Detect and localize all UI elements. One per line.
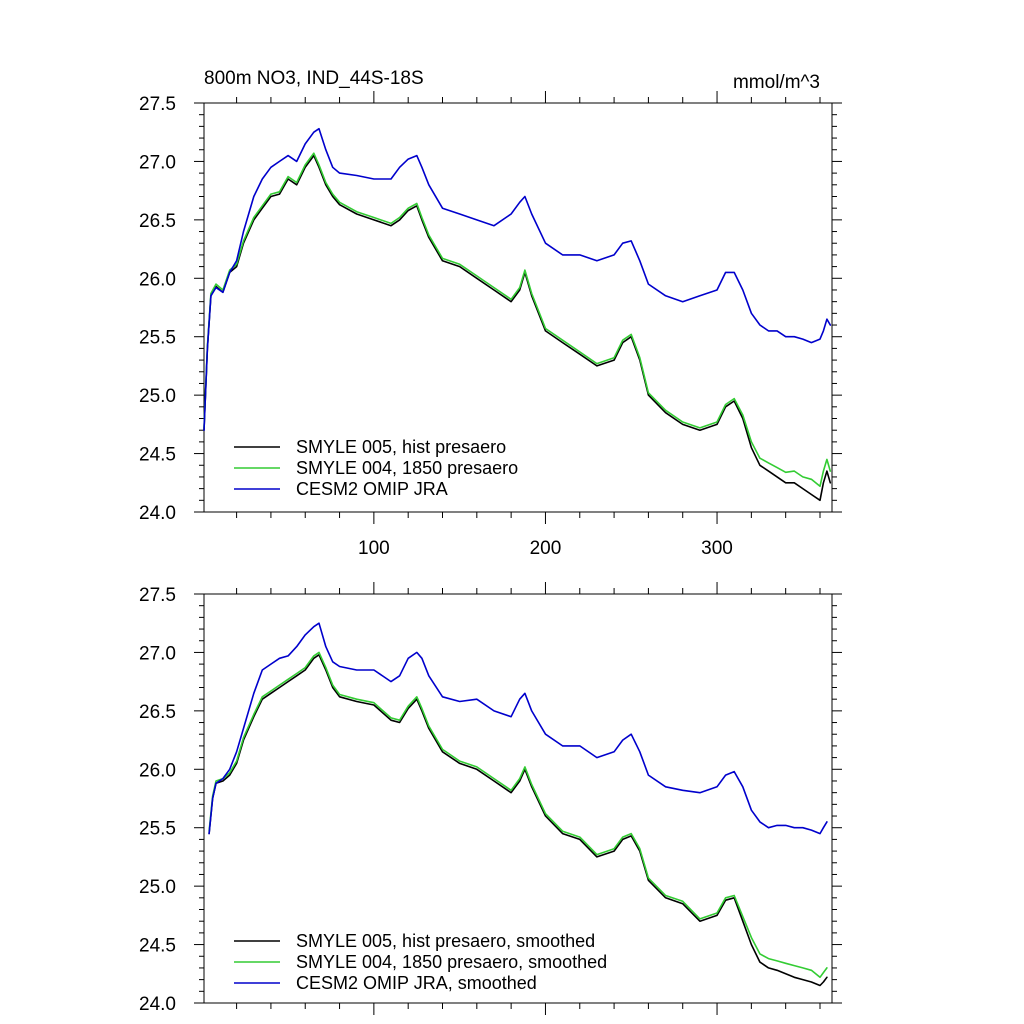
plot-frame	[203, 102, 833, 513]
y-tick-label: 24.0	[139, 503, 176, 524]
y-tick-label: 27.5	[139, 94, 176, 115]
y-tick-label: 25.5	[139, 819, 176, 840]
bottom-plot-area: 24.0 24.5 25.0 25.5 26.0 26.5 27.0 27.5 SMYLE 00…	[139, 582, 842, 1015]
legend-label: CESM2 OMIP JRA	[296, 479, 448, 499]
plot-frame	[203, 593, 833, 1004]
y-tick-label: 27.0	[139, 643, 176, 664]
legend-label: SMYLE 004, 1850 presaero, smoothed	[296, 952, 607, 972]
y-tick-label: 24.5	[139, 445, 176, 466]
legend-label: SMYLE 005, hist presaero	[296, 437, 506, 457]
y-tick-label: 24.5	[139, 936, 176, 957]
y-tick-label: 27.0	[139, 152, 176, 173]
series-line	[203, 152, 832, 488]
legend-label: SMYLE 004, 1850 presaero	[296, 458, 518, 478]
series-line	[208, 653, 828, 987]
chart-title: 800m NO3, IND_44S-18S	[204, 68, 424, 89]
y-tick-label: 26.0	[139, 269, 176, 290]
y-tick-label: 27.5	[139, 585, 176, 606]
units-label: mmol/m^3	[733, 72, 820, 93]
series-line	[203, 127, 832, 432]
bottom-panel: 24.0 24.5 25.0 25.5 26.0 26.5 27.0 27.5 SMYLE 00…	[139, 582, 842, 1015]
y-tick-label: 25.0	[139, 386, 176, 407]
y-tick-label: 26.5	[139, 702, 176, 723]
y-tick-label: 26.0	[139, 760, 176, 781]
legend-label: SMYLE 005, hist presaero, smoothed	[296, 931, 595, 951]
legend-label: CESM2 OMIP JRA, smoothed	[296, 973, 537, 993]
x-tick-label: 300	[701, 538, 733, 559]
x-tick-label: 200	[530, 538, 562, 559]
y-tick-label: 25.0	[139, 877, 176, 898]
y-tick-label: 24.0	[139, 994, 176, 1015]
x-tick-label: 100	[358, 538, 390, 559]
series-line	[203, 154, 832, 502]
top-plot-area: 24.0 24.5 25.0 25.5 26.0 26.5 27.0 27.5 100 200 30…	[139, 91, 842, 559]
series-line	[208, 622, 828, 835]
y-tick-label: 25.5	[139, 328, 176, 349]
y-tick-label: 26.5	[139, 211, 176, 232]
series-line	[208, 651, 828, 979]
top-panel: 800m NO3, IND_44S-18S mmol/m^3 24.024.52…	[139, 68, 842, 559]
